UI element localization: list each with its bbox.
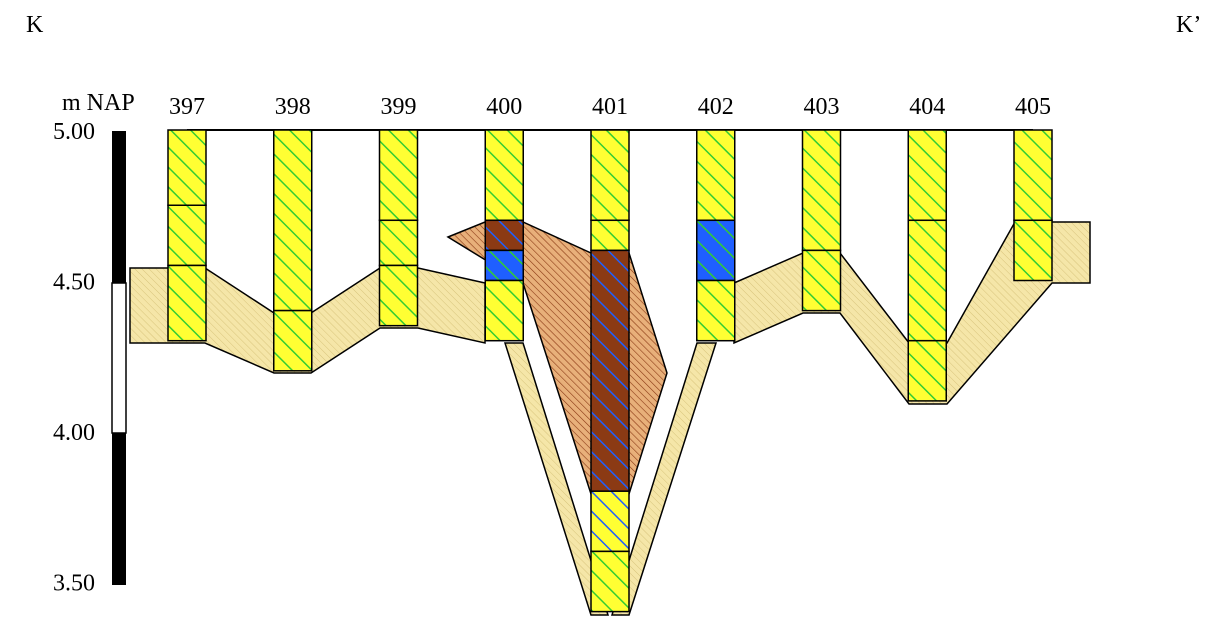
borehole-label: 403 <box>804 94 840 120</box>
borehole-layer <box>378 219 419 267</box>
scale-bar-black-top <box>112 131 126 283</box>
borehole-label: 402 <box>698 94 734 120</box>
borehole-layer <box>1013 219 1053 282</box>
borehole-layer <box>696 279 736 342</box>
scale-bar <box>111 131 127 585</box>
borehole-label: 401 <box>592 94 628 120</box>
borehole-layer <box>907 129 947 222</box>
section-end-label: K’ <box>1176 12 1201 38</box>
borehole-layer <box>907 339 947 402</box>
borehole-label: 404 <box>909 94 945 120</box>
borehole-layer <box>378 129 419 222</box>
borehole-label: 405 <box>1015 94 1051 120</box>
axis-tick-labels: 5.00 4.50 4.00 3.50 <box>53 119 95 597</box>
borehole-layer <box>801 129 842 252</box>
borehole-layer <box>484 219 524 252</box>
axis-tick-label: 4.00 <box>53 420 95 446</box>
borehole-403 <box>801 129 842 312</box>
borehole-layer <box>590 219 630 252</box>
borehole-layer <box>273 309 313 372</box>
borehole-columns <box>167 129 1053 613</box>
borehole-401 <box>590 129 630 613</box>
borehole-label: 398 <box>275 94 311 120</box>
axis-tick-label: 4.50 <box>53 270 95 296</box>
borehole-layer <box>696 219 736 282</box>
borehole-405 <box>1013 129 1053 282</box>
borehole-400 <box>484 129 524 342</box>
axis-tick-label: 3.50 <box>53 571 95 597</box>
borehole-397 <box>167 129 207 342</box>
beige-wedge-right <box>610 342 718 616</box>
borehole-layer <box>484 129 524 222</box>
borehole-402 <box>696 129 736 342</box>
borehole-layer <box>484 249 524 282</box>
borehole-layer <box>167 204 207 267</box>
axis-unit-label: m NAP <box>62 90 135 116</box>
borehole-layer <box>696 129 736 222</box>
beige-wedge-left <box>503 342 610 616</box>
borehole-layer <box>273 129 313 312</box>
borehole-label: 397 <box>169 94 205 120</box>
borehole-layer <box>801 249 842 312</box>
borehole-layer <box>1013 129 1053 222</box>
borehole-layer <box>590 129 630 222</box>
borehole-label: 400 <box>486 94 522 120</box>
borehole-399 <box>378 129 419 327</box>
borehole-layer <box>167 129 207 206</box>
axis-tick-label: 5.00 <box>53 119 95 145</box>
borehole-layer <box>590 249 630 492</box>
borehole-layer <box>378 264 419 327</box>
scale-bar-white-middle <box>111 282 127 434</box>
borehole-labels: 397 398 399 400 401 402 403 404 405 <box>169 94 1051 120</box>
borehole-404 <box>907 129 947 402</box>
borehole-398 <box>273 129 313 372</box>
borehole-layer <box>484 279 524 342</box>
section-start-label: K <box>26 12 44 38</box>
borehole-layer <box>167 264 207 342</box>
borehole-layer <box>907 219 947 342</box>
borehole-label: 399 <box>381 94 417 120</box>
borehole-layer <box>590 490 630 553</box>
borehole-layer <box>590 550 630 613</box>
scale-bar-black-bottom <box>112 433 126 585</box>
